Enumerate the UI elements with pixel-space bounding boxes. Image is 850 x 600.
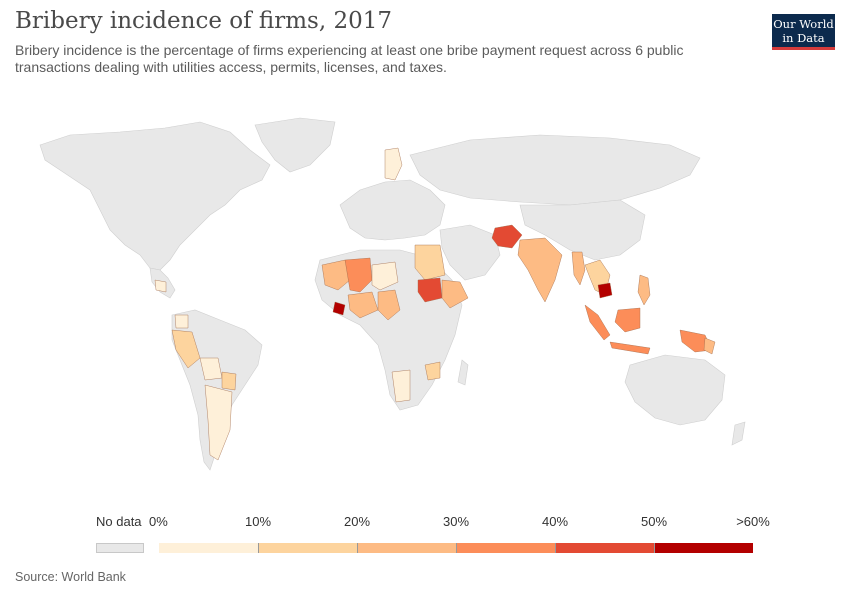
map-region-philippines[interactable] — [637, 274, 651, 306]
legend-no-data-label: No data — [96, 514, 142, 529]
map-region-mauritania[interactable] — [321, 259, 351, 291]
logo-line-2: in Data — [782, 31, 825, 45]
source-note: Source: World Bank — [15, 570, 126, 584]
map-region-papua[interactable] — [679, 329, 713, 353]
logo-line-1: Our World — [773, 17, 834, 31]
legend-tick-label: 10% — [244, 514, 272, 529]
map-region-greenland[interactable] — [254, 117, 336, 173]
map-region-north-america[interactable] — [39, 121, 271, 271]
legend-bin-20-30[interactable] — [357, 543, 456, 553]
map-region-myanmar[interactable] — [571, 251, 586, 286]
legend-tick-label: 0% — [149, 514, 168, 529]
map-region-madagascar[interactable] — [457, 359, 469, 386]
chart-title: Bribery incidence of firms, 2017 — [15, 8, 393, 34]
map-region-zambia[interactable] — [424, 361, 441, 381]
map-region-cameroon[interactable] — [377, 289, 401, 321]
map-region-scandinavia[interactable] — [384, 147, 403, 181]
map-region-europe[interactable] — [339, 179, 446, 241]
map-region-indonesia-borneo[interactable] — [614, 307, 641, 333]
map-region-png[interactable] — [703, 337, 716, 355]
legend-tick-label: 20% — [343, 514, 371, 529]
map-region-mali[interactable] — [344, 257, 373, 293]
map-region-peru[interactable] — [171, 329, 201, 369]
legend-tick-label: >60% — [736, 514, 770, 529]
map-region-russia[interactable] — [409, 134, 701, 206]
map-region-east-asia[interactable] — [519, 199, 646, 261]
map-region-colombia[interactable] — [174, 314, 189, 329]
map-region-indonesia-sumatra[interactable] — [584, 304, 611, 341]
owid-logo[interactable]: Our World in Data — [772, 14, 835, 50]
map-region-ethiopia[interactable] — [441, 279, 469, 309]
map-region-indonesia-java[interactable] — [609, 341, 651, 355]
legend-tick-label: 30% — [442, 514, 470, 529]
map-region-new-zealand[interactable] — [731, 421, 746, 446]
map-region-mexico-carib[interactable] — [154, 279, 167, 293]
legend-bin-10-20[interactable] — [258, 543, 357, 553]
map-region-middle-east[interactable] — [439, 224, 501, 281]
map-region-india[interactable] — [517, 237, 563, 303]
map-region-ghana-area[interactable] — [347, 291, 379, 319]
world-map[interactable] — [0, 110, 850, 490]
chart-subtitle: Bribery incidence is the percentage of f… — [15, 42, 684, 75]
map-region-afghanistan[interactable] — [491, 224, 523, 249]
legend-bin-40-50[interactable] — [555, 543, 654, 553]
map-region-niger[interactable] — [371, 261, 399, 291]
legend-bin-0-10[interactable] — [159, 543, 258, 553]
legend-bin-30-40[interactable] — [456, 543, 555, 553]
map-region-south-sudan[interactable] — [417, 277, 443, 303]
map-region-australia[interactable] — [624, 354, 726, 426]
legend-no-data-swatch[interactable] — [96, 543, 144, 553]
legend-tick-label: 40% — [541, 514, 569, 529]
map-region-argentina[interactable] — [204, 384, 233, 461]
legend-tick-label: 50% — [640, 514, 668, 529]
map-region-cambodia[interactable] — [597, 282, 613, 299]
map-region-namibia[interactable] — [391, 369, 411, 403]
map-region-paraguay[interactable] — [221, 371, 237, 391]
legend-bin-50-60[interactable] — [654, 543, 753, 553]
map-region-liberia[interactable] — [332, 301, 346, 316]
map-region-sudan[interactable] — [414, 244, 446, 281]
